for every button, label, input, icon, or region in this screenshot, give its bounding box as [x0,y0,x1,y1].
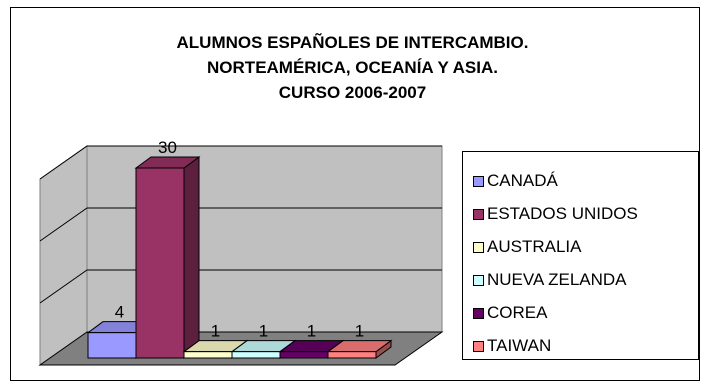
legend-item: NUEVA ZELANDA [473,269,627,291]
gridline [39,145,442,180]
bar [135,167,185,359]
legend-item: AUSTRALIA [473,236,581,258]
data-label: 1 [355,322,364,341]
legend-item: COREA [473,302,547,324]
side-wall [39,145,88,366]
gridline [39,207,442,242]
chart-legend: CANADÁ ESTADOS UNIDOS AUSTRALIA NUEVA ZELAN… [462,151,699,360]
legend-swatch [473,241,484,253]
legend-swatch [473,175,484,187]
data-label: 1 [259,322,268,341]
bar [183,351,233,359]
chart-title-line-2: NORTEAMÉRICA, OCEANÍA Y ASIA. [207,58,498,77]
legend-label: AUSTRALIA [487,237,582,256]
bar [231,351,281,359]
bar [87,332,137,359]
data-label: 1 [307,322,316,341]
data-label: 30 [158,138,177,157]
bar [279,351,329,359]
legend-item: TAIWAN [473,335,551,357]
legend-label: TAIWAN [487,336,552,355]
chart-title-line-3: CURSO 2006-2007 [278,83,427,102]
chart-title-line-1: ALUMNOS ESPAÑOLES DE INTERCAMBIO. [176,33,529,52]
legend-label: COREA [487,303,548,322]
legend-label: NUEVA ZELANDA [487,270,627,289]
bar-side [183,156,200,359]
bar [327,351,377,359]
legend-item: CANADÁ [473,170,558,192]
legend-swatch [473,340,484,352]
legend-item: ESTADOS UNIDOS [473,203,638,225]
legend-label: ESTADOS UNIDOS [487,204,638,223]
gridline [39,269,442,304]
legend-label: CANADÁ [487,171,558,190]
data-label: 1 [211,322,220,341]
legend-swatch [473,208,484,220]
legend-swatch [473,274,484,286]
data-label: 4 [115,303,124,322]
legend-swatch [473,307,484,319]
